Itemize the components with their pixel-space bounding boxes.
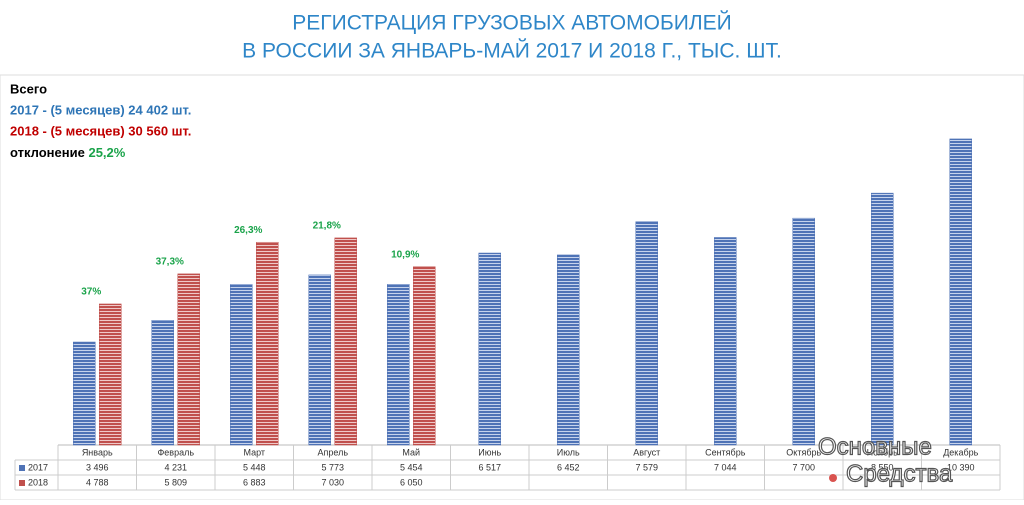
- table-value: 7 044: [714, 462, 737, 472]
- summary-deviation: отклонение 25,2%: [10, 145, 126, 160]
- growth-label: 37,3%: [156, 257, 184, 268]
- bar: [151, 320, 174, 446]
- bar: [177, 273, 200, 446]
- table-value: 7 030: [321, 477, 344, 487]
- bar: [871, 192, 894, 446]
- bar: [792, 217, 815, 446]
- x-tick-label: Февраль: [157, 447, 194, 457]
- summary-heading: Всего: [10, 81, 47, 96]
- bar: [635, 221, 658, 446]
- x-tick-label: Май: [402, 447, 420, 457]
- bar: [230, 284, 253, 446]
- x-tick-label: Сентябрь: [705, 447, 746, 457]
- bar: [413, 266, 436, 446]
- watermark: Основные: [818, 433, 932, 460]
- x-tick-label: Октябрь: [786, 447, 821, 457]
- x-tick-label: Июнь: [478, 447, 501, 457]
- bar: [714, 237, 737, 446]
- legend-label: 2017: [28, 462, 48, 472]
- deviation-label: отклонение: [10, 145, 85, 160]
- bar: [478, 252, 501, 446]
- watermark-dot: [829, 474, 837, 482]
- table-value: 3 496: [86, 462, 109, 472]
- legend-swatch: [19, 465, 25, 471]
- table-value: 6 050: [400, 477, 423, 487]
- bar: [557, 254, 580, 446]
- table-value: 6 517: [478, 462, 501, 472]
- table-value: 7 700: [792, 462, 815, 472]
- x-tick-label: Апрель: [317, 447, 348, 457]
- legend-swatch: [19, 480, 25, 486]
- x-tick-label: Июль: [557, 447, 580, 457]
- table-value: 5 448: [243, 462, 266, 472]
- bar: [308, 274, 331, 446]
- deviation-value: 25,2%: [88, 145, 125, 160]
- bar: [334, 237, 357, 446]
- title-line: В РОССИИ ЗА ЯНВАРЬ-МАЙ 2017 И 2018 Г., Т…: [242, 39, 782, 63]
- growth-label: 10,9%: [391, 249, 419, 260]
- x-tick-label: Декабрь: [943, 447, 978, 457]
- bar: [256, 241, 279, 446]
- table-value: 5 809: [164, 477, 187, 487]
- summary-2017: 2017 - (5 месяцев) 24 402 шт.: [10, 102, 191, 117]
- table-value: 5 773: [321, 462, 344, 472]
- table-value: 6 452: [557, 462, 580, 472]
- table-value: 8 550: [871, 462, 894, 472]
- summary-2018: 2018 - (5 месяцев) 30 560 шт.: [10, 123, 191, 138]
- table-value: 10 390: [947, 462, 975, 472]
- table-value: 7 579: [635, 462, 658, 472]
- growth-label: 26,3%: [234, 225, 262, 236]
- bar: [949, 138, 972, 446]
- legend-label: 2018: [28, 477, 48, 487]
- x-tick-label: Март: [243, 447, 265, 457]
- growth-label: 21,8%: [313, 221, 341, 232]
- table-value: 4 231: [164, 462, 187, 472]
- title-line: РЕГИСТРАЦИЯ ГРУЗОВЫХ АВТОМОБИЛЕЙ: [292, 11, 731, 35]
- bar: [99, 303, 122, 446]
- x-tick-label: Август: [633, 447, 660, 457]
- bar: [387, 284, 410, 446]
- bar: [73, 341, 96, 446]
- table-value: 6 883: [243, 477, 266, 487]
- watermark: Средства: [846, 460, 953, 487]
- table-value: 4 788: [86, 477, 109, 487]
- table-value: 5 454: [400, 462, 423, 472]
- x-tick-label: Январь: [82, 447, 113, 457]
- x-tick-label: Ноябрь: [867, 447, 899, 457]
- growth-label: 37%: [81, 287, 101, 298]
